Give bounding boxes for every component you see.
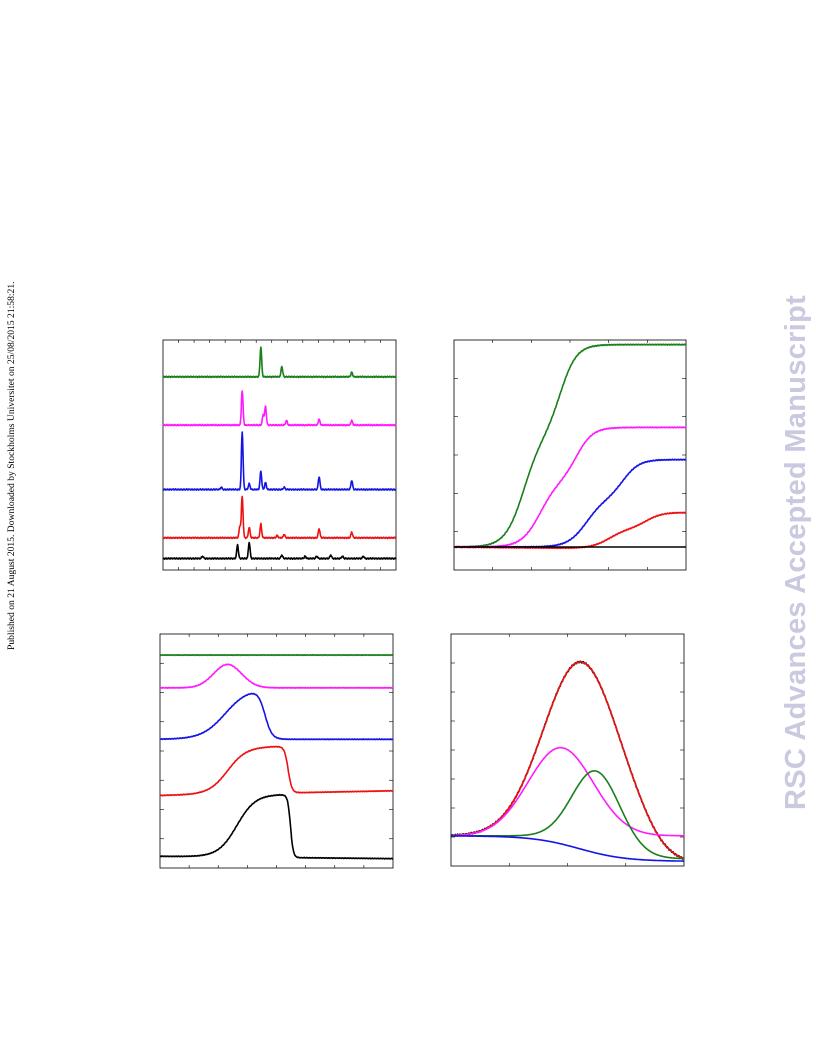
bottom-left-series-magenta [159, 663, 394, 689]
top-left-series-blue [162, 431, 397, 491]
panel-bottom-left-profiles [159, 633, 394, 869]
top-right-series-blue [453, 458, 687, 549]
top-right-series-red [453, 511, 687, 550]
bottom-left-frame [159, 633, 394, 869]
panel-top-left-xrd [162, 339, 397, 571]
bottom-left-series-green [159, 653, 394, 657]
bottom-left-series-black [159, 793, 394, 860]
panel-bottom-right-deconvolution [450, 633, 685, 867]
top-left-series-black [162, 541, 397, 560]
top-left-frame [162, 339, 397, 571]
bottom-left-series-red [159, 745, 394, 797]
top-right-frame [453, 339, 687, 571]
top-left-series-green [162, 346, 397, 379]
top-right-series-magenta [453, 426, 687, 549]
top-left-series-red [162, 495, 397, 540]
bottom-left-series-blue [159, 692, 394, 741]
bottom-right-series-blue [450, 835, 685, 862]
top-right-series-green [453, 343, 687, 549]
bottom-right-series-magenta [450, 746, 685, 837]
top-left-series-magenta [162, 390, 397, 427]
panel-top-right-uptake [453, 339, 687, 571]
